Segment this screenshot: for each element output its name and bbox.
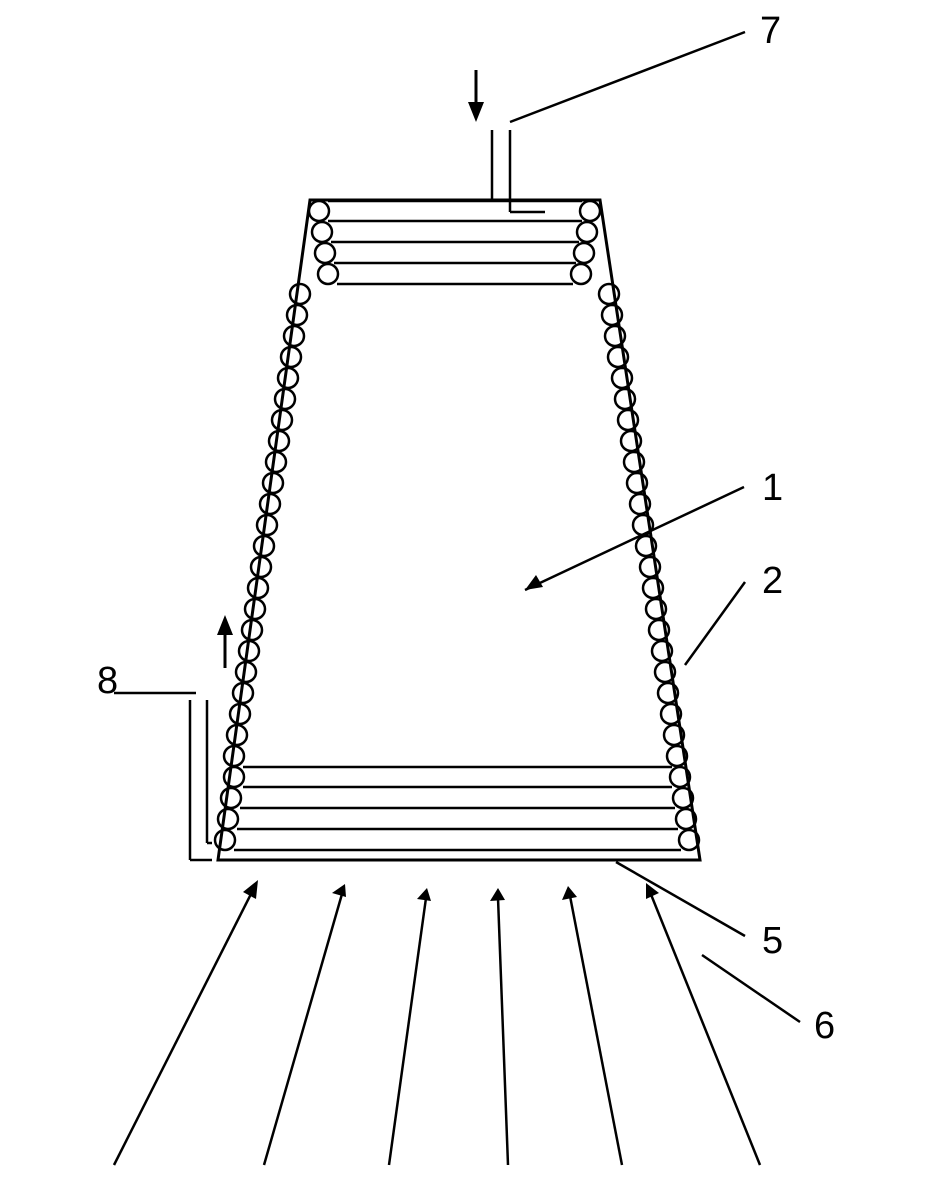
leader-6 — [702, 955, 800, 1022]
leader-5 — [616, 862, 745, 936]
leader-2 — [685, 582, 745, 665]
leader-1 — [525, 487, 744, 590]
bottom-coil-rows — [215, 767, 699, 850]
label-6: 6 — [814, 1005, 835, 1048]
label-2: 2 — [762, 560, 783, 603]
top-coil-rows — [309, 201, 600, 284]
leader-1-arrowhead — [525, 575, 543, 590]
leader-7 — [510, 32, 745, 122]
label-5: 5 — [762, 920, 783, 963]
label-8: 8 — [97, 660, 118, 703]
bottom-arrows — [114, 880, 760, 1165]
left-side-coils — [224, 284, 310, 766]
label-7: 7 — [760, 10, 781, 53]
label-1: 1 — [762, 467, 783, 510]
diagram-svg — [0, 0, 949, 1178]
inlet-pipe — [468, 70, 545, 212]
